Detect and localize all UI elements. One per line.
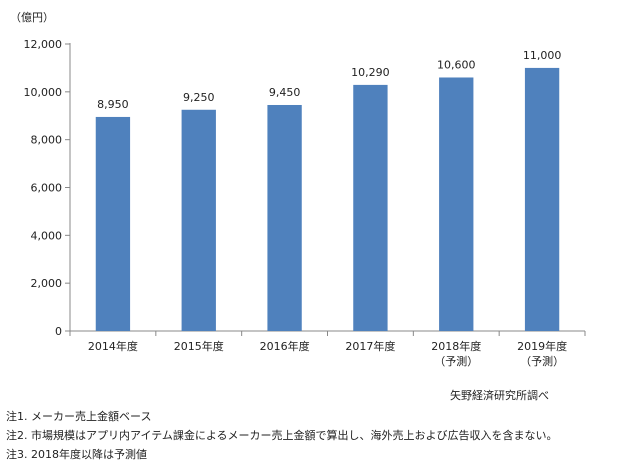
y-tick-label: 8,000 <box>31 134 63 147</box>
bar <box>524 67 560 332</box>
source-credit: 矢野経済研究所調べ <box>450 389 549 402</box>
bar-data-label: 8,950 <box>97 98 129 111</box>
note-3: 注3. 2018年度以降は予測値 <box>6 448 147 461</box>
bar-data-label: 10,600 <box>437 58 476 71</box>
x-tick-label: 2016年度 <box>260 339 310 353</box>
bar-chart: （億円） 0 2,000 4,000 6,000 8,000 10,000 12,000 8,9… <box>10 11 586 368</box>
y-tick-label: 10,000 <box>24 86 63 99</box>
x-tick-label: 2018年度 <box>431 339 481 353</box>
bar-data-label: 9,450 <box>269 86 301 99</box>
y-unit-label: （億円） <box>10 11 54 24</box>
x-tick-label: 2014年度 <box>88 339 138 353</box>
bar <box>439 77 474 331</box>
x-tick-label: 2015年度 <box>174 339 224 353</box>
bar <box>181 109 216 331</box>
bar <box>353 84 388 332</box>
note-2: 注2. 市場規模はアプリ内アイテム課金によるメーカー売上金額で算出し、海外売上お… <box>6 429 558 442</box>
bar-data-label: 9,250 <box>183 91 215 104</box>
note-1: 注1. メーカー売上金額ベース <box>6 410 152 423</box>
y-tick-label: 2,000 <box>31 277 63 290</box>
notes: 注1. メーカー売上金額ベース 注2. 市場規模はアプリ内アイテム課金によるメー… <box>6 407 558 464</box>
bar <box>95 116 131 331</box>
bar <box>267 104 302 331</box>
x-tick-label: （予測） <box>520 354 564 368</box>
y-tick-label: 4,000 <box>31 229 63 242</box>
x-tick-label: 2019年度 <box>517 339 567 353</box>
x-tick-label: 2017年度 <box>345 339 395 353</box>
y-tick-label: 12,000 <box>24 38 63 51</box>
y-tick-label: 6,000 <box>31 182 63 195</box>
bar-data-label: 10,290 <box>351 66 390 79</box>
bar-data-label: 11,000 <box>523 49 562 62</box>
y-tick-label: 0 <box>55 325 62 338</box>
x-tick-label: （予測） <box>434 354 478 368</box>
